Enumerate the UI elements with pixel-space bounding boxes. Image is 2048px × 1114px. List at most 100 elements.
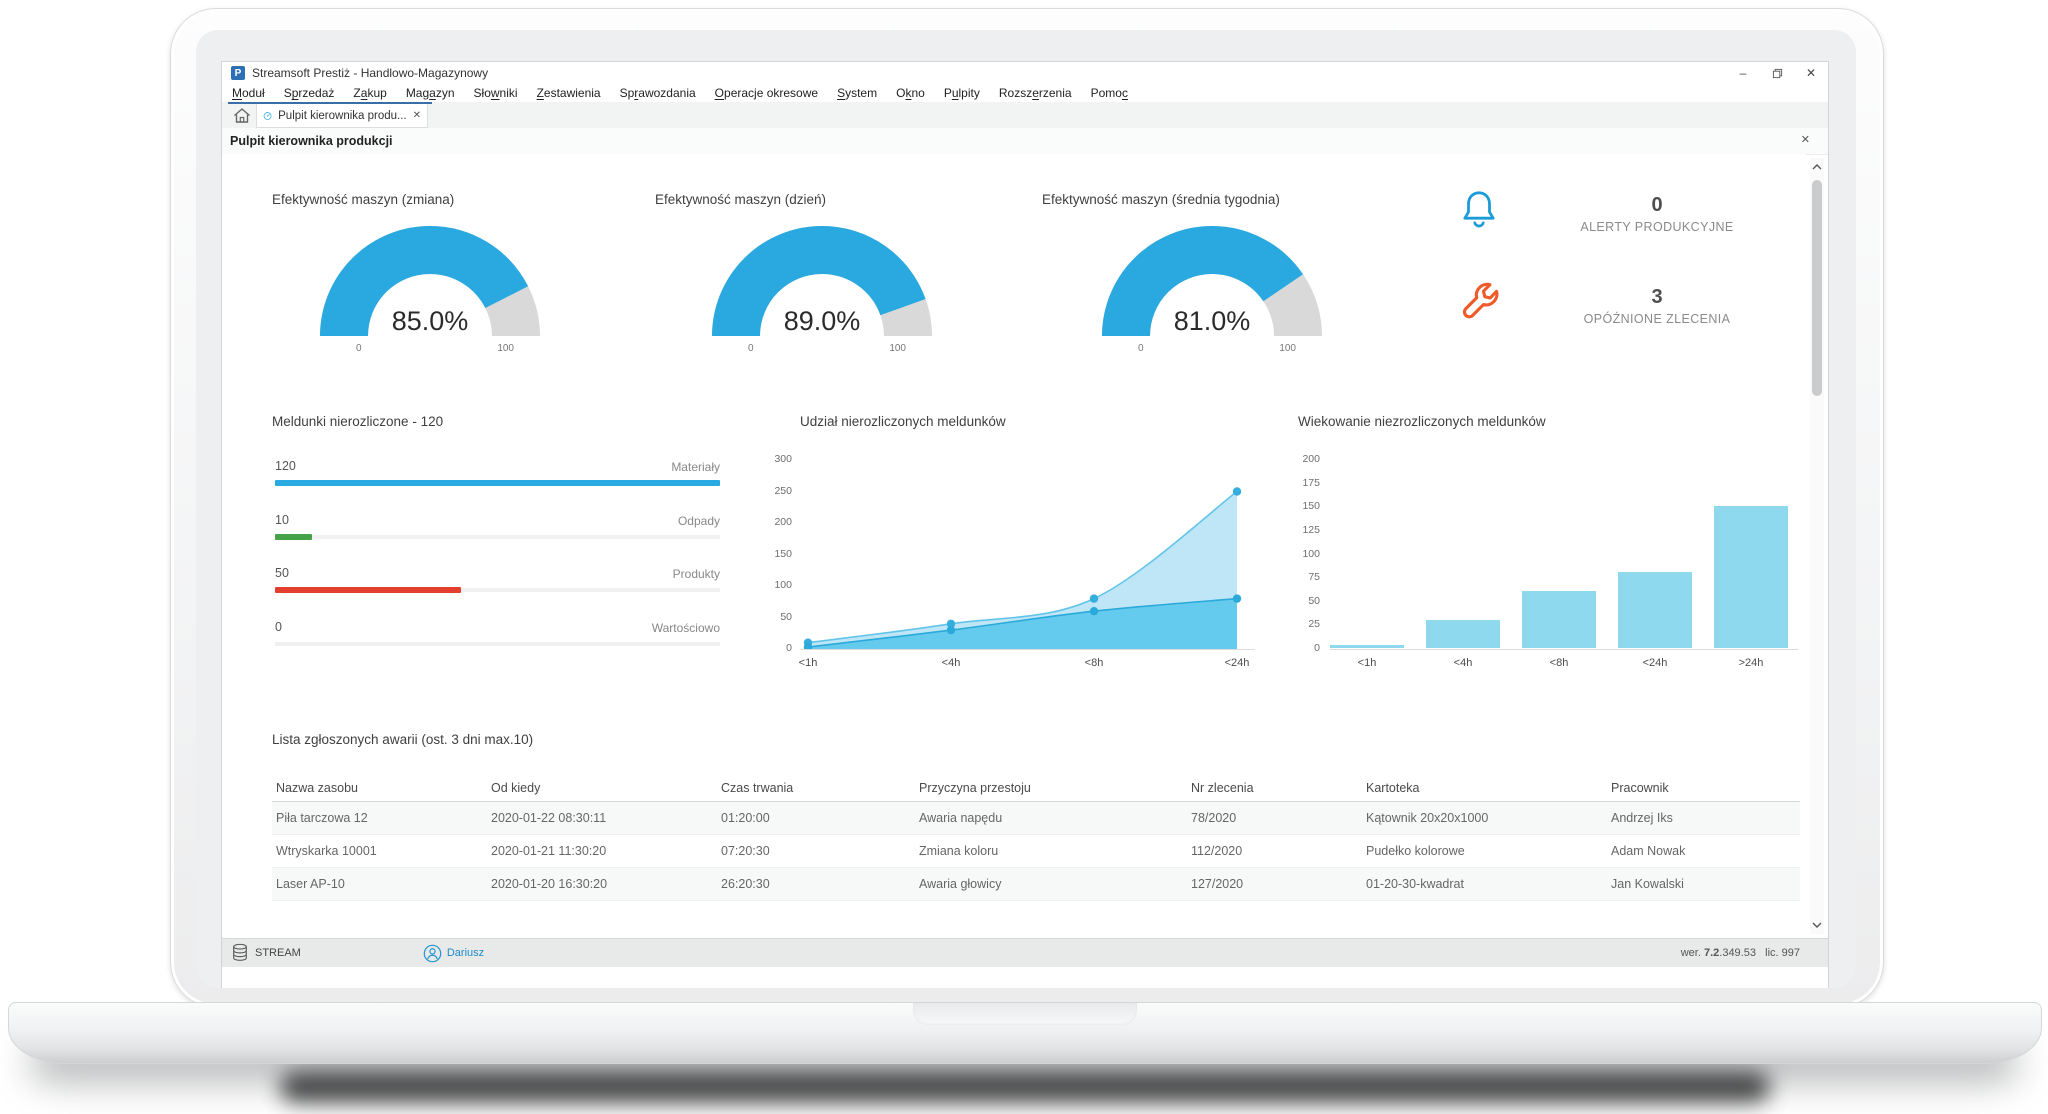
area-ytick-0: 0 bbox=[786, 642, 792, 654]
menu-item-sprawozdania[interactable]: Sprawozdania bbox=[619, 86, 696, 100]
menu-item-operacje-okresowe[interactable]: Operacje okresowe bbox=[714, 86, 819, 100]
menu-item-zestawienia[interactable]: Zestawienia bbox=[536, 86, 601, 100]
gauge-arc bbox=[1102, 226, 1322, 337]
table-cell: Zmiana koloru bbox=[919, 844, 999, 858]
page-title: Pulpit kierownika produkcji bbox=[230, 134, 393, 148]
scroll-down-button[interactable] bbox=[1810, 918, 1824, 932]
home-tab-button[interactable] bbox=[232, 106, 252, 125]
close-button[interactable]: ✕ bbox=[1805, 66, 1817, 80]
area-ytick-250: 250 bbox=[774, 485, 792, 497]
column-header-nr-zlecenia: Nr zlecenia bbox=[1191, 781, 1254, 795]
alert-count-op-nione-zlecenia: 3 bbox=[1651, 286, 1663, 308]
hbar-track bbox=[275, 480, 720, 486]
gauge-value: 89.0% bbox=[783, 306, 861, 336]
tab-close-icon[interactable]: ✕ bbox=[412, 110, 421, 121]
menu-item-zakup[interactable]: Zakup bbox=[353, 86, 387, 100]
chart-title-wiekowanie-niezrozliczonych-meldunk-w: Wiekowanie niezrozliczonych meldunków bbox=[1298, 414, 1546, 429]
area-xtick-1h: <1h bbox=[798, 657, 818, 669]
area-xtick-4h: <4h bbox=[941, 657, 961, 669]
alert-label-alerty-produkcyjne: ALERTY PRODUKCYJNE bbox=[1580, 220, 1734, 234]
area-chart-plot bbox=[800, 460, 1245, 652]
table-row[interactable]: Piła tarczowa 12 2020-01-22 08:30:11 01:20… bbox=[272, 802, 1800, 835]
gauge-max-tick: 100 bbox=[497, 343, 514, 354]
bar-xtick-1h: <1h bbox=[1357, 657, 1377, 669]
bar-ytick-75: 75 bbox=[1308, 571, 1320, 583]
table-cell: 01-20-30-kwadrat bbox=[1366, 877, 1464, 891]
menu-item-sprzeda[interactable]: Sprzedaż bbox=[283, 86, 335, 100]
hbar-track bbox=[275, 641, 720, 646]
bar-xtick-24h: >24h bbox=[1738, 657, 1764, 669]
table-cell: 112/2020 bbox=[1191, 844, 1243, 858]
menu-item-magazyn[interactable]: Magazyn bbox=[405, 86, 455, 100]
failures-table: Nazwa zasobu Od kiedy Czas trwania Przyczyn… bbox=[272, 775, 1800, 901]
scrollbar[interactable] bbox=[1810, 158, 1824, 934]
gauge-title-3: Efektywność maszyn (średnia tygodnia) bbox=[1042, 192, 1280, 207]
panel-header: Pulpit kierownika produkcji ✕ bbox=[222, 128, 1828, 155]
hbar-value: 50 bbox=[275, 566, 289, 580]
hbar-category: Materiały bbox=[671, 460, 720, 474]
laptop-base bbox=[8, 1002, 2042, 1064]
hbar-category: Produkty bbox=[672, 567, 720, 581]
table-cell: Andrzej Iks bbox=[1611, 811, 1673, 825]
gauge-arc bbox=[320, 226, 540, 337]
restore-button[interactable] bbox=[1760, 62, 1794, 84]
menu-item-okno[interactable]: Okno bbox=[896, 86, 925, 100]
bar-ytick-150: 150 bbox=[1302, 500, 1320, 512]
menu-item-modu[interactable]: Moduł bbox=[232, 86, 265, 100]
table-cell: 01:20:00 bbox=[721, 811, 770, 825]
scrollbar-thumb[interactable] bbox=[1812, 180, 1822, 396]
menu-item-rozszerzenia[interactable]: Rozszerzenia bbox=[998, 86, 1072, 100]
menu-item-s-owniki[interactable]: Słowniki bbox=[473, 86, 518, 100]
area-ytick-300: 300 bbox=[774, 453, 792, 465]
gauge-title-2: Efektywność maszyn (dzień) bbox=[655, 192, 827, 207]
wrench-indicator bbox=[1458, 280, 1504, 328]
table-cell: 127/2020 bbox=[1191, 877, 1244, 891]
current-user[interactable]: Dariusz bbox=[446, 947, 485, 959]
alert-count-alerty-produkcyjne: 0 bbox=[1651, 194, 1663, 216]
tab-pulpit-kierownika[interactable]: Pulpit kierownika produ... ✕ bbox=[256, 104, 428, 128]
menu-item-pomoc[interactable]: Pomoc bbox=[1090, 86, 1128, 100]
home-icon bbox=[234, 108, 250, 123]
failures-table-title: Lista zgłoszonych awarii (ost. 3 dni max… bbox=[272, 732, 534, 747]
gauge-3: 81.0% 0 100 bbox=[1102, 226, 1322, 366]
minimize-button[interactable]: – bbox=[1739, 66, 1747, 80]
bar-4h bbox=[1426, 619, 1500, 648]
column-header-czas-trwania: Czas trwania bbox=[721, 781, 794, 795]
table-row[interactable]: Laser AP-10 2020-01-20 16:30:20 26:20:30 Aw… bbox=[272, 868, 1800, 901]
tab-strip: Pulpit kierownika produ... ✕ bbox=[222, 102, 1828, 129]
user-icon bbox=[423, 944, 442, 962]
bar-ytick-0: 0 bbox=[1314, 642, 1320, 654]
laptop-screen: P Streamsoft Prestiż - Handlowo-Magazyno… bbox=[196, 30, 1856, 988]
bar-1h bbox=[1330, 645, 1404, 648]
hbar-fill bbox=[275, 480, 720, 486]
app-window: P Streamsoft Prestiż - Handlowo-Magazyno… bbox=[222, 62, 1828, 988]
table-cell: Kątownik 20x20x1000 bbox=[1366, 811, 1489, 825]
table-cell: 78/2020 bbox=[1191, 811, 1237, 825]
panel-close-icon[interactable]: ✕ bbox=[1800, 134, 1810, 146]
version-info: wer. 7.2.349.53 lic. 997 bbox=[1680, 947, 1800, 959]
chart-title-udzia-nierozliczonych-meldunk-w: Udział nierozliczonych meldunków bbox=[800, 414, 1006, 429]
bar-ytick-100: 100 bbox=[1302, 548, 1320, 560]
hbar-value: 10 bbox=[275, 512, 289, 527]
gauge-value: 85.0% bbox=[391, 306, 469, 336]
area-chart bbox=[803, 487, 1242, 652]
menu-item-system[interactable]: System bbox=[837, 86, 878, 100]
bar-ytick-25: 25 bbox=[1308, 618, 1320, 630]
scroll-up-button[interactable] bbox=[1810, 160, 1824, 174]
column-header-nazwa-zasobu: Nazwa zasobu bbox=[276, 781, 358, 795]
table-cell: Pudełko kolorowe bbox=[1366, 844, 1465, 858]
table-cell: 07:20:30 bbox=[721, 844, 770, 858]
area-xtick-24h: <24h bbox=[1224, 657, 1250, 669]
title-bar: P Streamsoft Prestiż - Handlowo-Magazyno… bbox=[222, 62, 1828, 84]
window-title: Streamsoft Prestiż - Handlowo-Magazynowy bbox=[252, 66, 489, 80]
gauge-arc bbox=[712, 226, 932, 337]
menu-item-pulpity[interactable]: Pulpity bbox=[943, 86, 980, 100]
bar-24h bbox=[1714, 506, 1788, 648]
database-label: STREAM bbox=[255, 947, 301, 959]
table-row[interactable]: Wtryskarka 10001 2020-01-21 11:30:20 07:20… bbox=[272, 835, 1800, 868]
bar-chart-plot bbox=[1330, 460, 1788, 649]
gauge-2: 89.0% 0 100 bbox=[712, 226, 932, 366]
gauge-max-tick: 100 bbox=[1279, 343, 1296, 354]
area-ytick-200: 200 bbox=[774, 516, 792, 528]
